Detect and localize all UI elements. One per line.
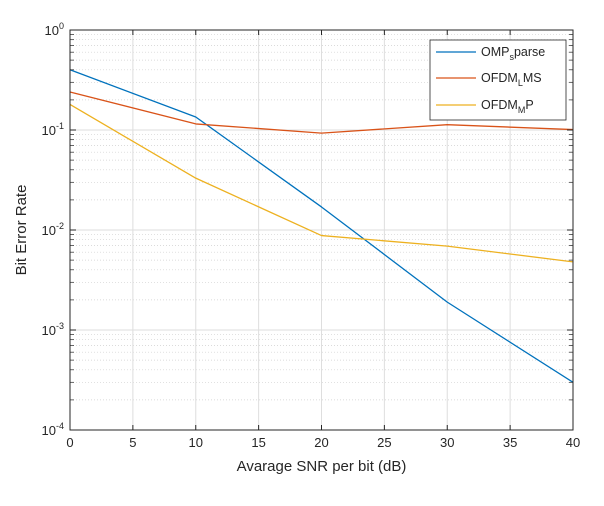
y-tick-label: 10-2 [42,221,64,238]
legend-label-1: OFDMLMS [481,71,542,88]
x-tick-label: 10 [189,435,203,450]
y-tick-label: 10-3 [42,321,64,338]
series-line-1 [69,91,574,134]
y-axis-label: Bit Error Rate [13,185,30,276]
y-tick-label: 100 [45,21,64,38]
x-tick-label: 20 [314,435,328,450]
x-tick-labels: 0 5 10 15 20 25 30 35 40 [66,435,580,450]
y-tick-labels: 10-4 10-3 10-2 10-1 100 [42,21,64,438]
series-line-0 [69,69,574,383]
legend: OMPsparse OFDMLMS OFDMMP [429,39,567,121]
x-tick-label: 15 [251,435,265,450]
x-tick-label: 0 [66,435,73,450]
series-lines [69,69,574,383]
x-tick-label: 35 [503,435,517,450]
x-tick-label: 5 [129,435,136,450]
legend-label-2: OFDMMP [481,98,534,115]
y-tick-label: 10-4 [42,421,64,438]
x-tick-label: 40 [566,435,580,450]
legend-label-0: OMPsparse [481,45,545,62]
axis-ticks [69,29,574,431]
series-line-2 [69,103,574,263]
legend-box [429,39,567,121]
x-tick-label: 25 [377,435,391,450]
x-tick-label: 30 [440,435,454,450]
x-axis-label: Avarage SNR per bit (dB) [237,458,407,475]
y-tick-label: 10-1 [42,121,64,138]
